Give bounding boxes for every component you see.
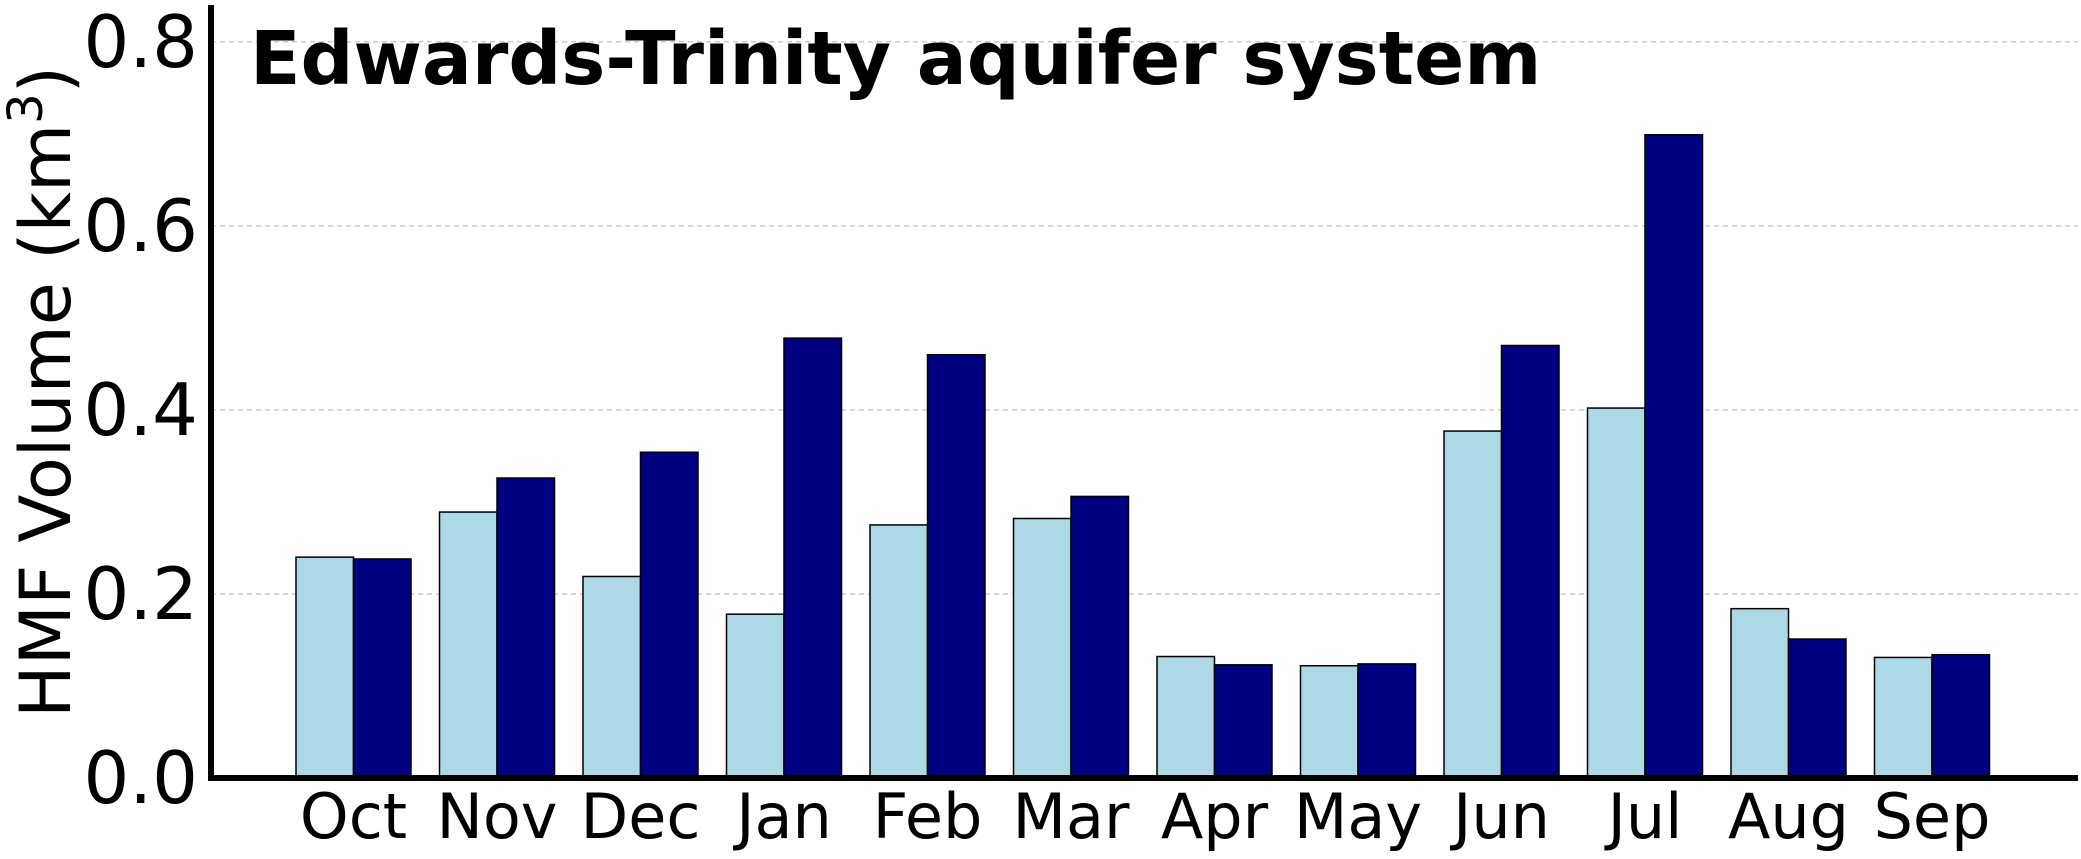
x-tick-label: Jun bbox=[1449, 780, 1550, 853]
bar bbox=[295, 556, 355, 779]
bar bbox=[1730, 607, 1790, 779]
y-tick-labels: 0.0 0.2 0.4 0.6 0.8 bbox=[83, 0, 198, 820]
bar bbox=[1070, 495, 1130, 779]
x-tick-label: Nov bbox=[436, 780, 557, 853]
bar bbox=[869, 524, 929, 779]
grid-lines bbox=[211, 41, 2078, 595]
bar bbox=[1873, 656, 1933, 779]
x-tick-label: Apr bbox=[1161, 780, 1269, 853]
bar bbox=[1213, 664, 1273, 779]
bar bbox=[352, 558, 412, 779]
bar bbox=[1357, 663, 1417, 779]
x-tick-label: Feb bbox=[873, 780, 983, 853]
bar bbox=[1012, 517, 1072, 779]
bar bbox=[639, 451, 699, 779]
bar bbox=[1299, 664, 1359, 779]
y-tick-label: 0.0 bbox=[83, 736, 198, 820]
x-tick-label: Jul bbox=[1604, 780, 1683, 853]
y-axis-label-superscript: 3 bbox=[0, 93, 54, 124]
bar bbox=[438, 511, 498, 779]
bar bbox=[1500, 344, 1560, 779]
bar bbox=[582, 575, 642, 779]
axes bbox=[208, 5, 2078, 781]
x-tick-label: Jan bbox=[732, 780, 832, 853]
x-tick-label: May bbox=[1294, 780, 1422, 853]
x-tick-label: Aug bbox=[1728, 780, 1849, 853]
bar bbox=[1644, 134, 1704, 779]
y-axis-label-close: ) bbox=[5, 66, 87, 93]
bar bbox=[1156, 655, 1216, 779]
bars bbox=[295, 134, 1991, 779]
x-tick-label: Mar bbox=[1013, 780, 1130, 853]
bar bbox=[496, 477, 556, 779]
y-tick-label: 0.8 bbox=[83, 0, 198, 84]
y-tick-label: 0.2 bbox=[83, 552, 198, 636]
y-tick-label: 0.6 bbox=[83, 184, 198, 268]
x-tick-labels: Oct Nov Dec Jan Feb Mar Apr May Jun Jul Aug Sep bbox=[300, 780, 1991, 853]
x-tick-label: Sep bbox=[1874, 780, 1991, 853]
chart-title: Edwards-Trinity aquifer system bbox=[250, 16, 1541, 102]
y-tick-label: 0.4 bbox=[83, 368, 198, 452]
x-tick-label: Dec bbox=[581, 780, 701, 853]
bar bbox=[1586, 407, 1646, 779]
bar bbox=[1787, 638, 1847, 779]
bar bbox=[725, 613, 785, 779]
y-axis-label: HMF Volume (km3) bbox=[0, 66, 87, 718]
x-tick-label: Oct bbox=[300, 780, 407, 853]
bar bbox=[1443, 430, 1503, 779]
bar bbox=[926, 353, 986, 779]
bar bbox=[1931, 653, 1991, 779]
bar bbox=[783, 337, 843, 779]
y-axis-label-text: HMF Volume (km bbox=[5, 124, 87, 718]
